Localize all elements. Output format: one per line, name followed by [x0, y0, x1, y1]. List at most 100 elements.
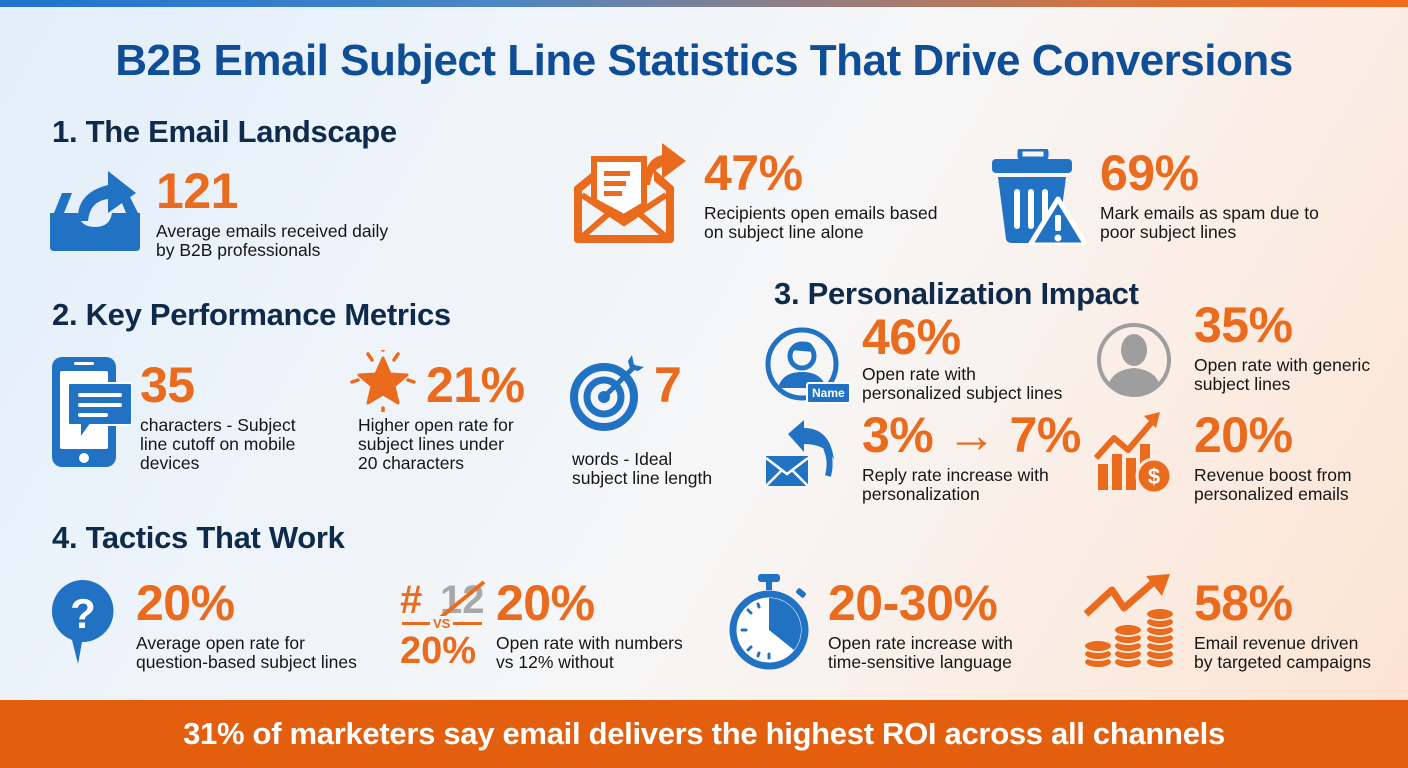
stat-value: 20%: [496, 575, 595, 631]
desc-line: Average open rate for: [136, 633, 305, 653]
desc-line: 20 characters: [358, 453, 465, 473]
desc-line: line cutoff on mobile: [140, 434, 296, 454]
stat-generic-open: 35% Open rate with generic subject lines: [1194, 300, 1370, 394]
stat-description: Higher open rate for subject lines under…: [358, 416, 525, 473]
svg-text:?: ?: [70, 590, 96, 637]
stat-emails-received: 121 Average emails received daily by B2B…: [156, 166, 388, 260]
target-arrow-icon: [570, 355, 644, 431]
stat-value: 47%: [704, 145, 803, 201]
stat-value: 58%: [1194, 575, 1293, 631]
section-title-personalization: 3. Personalization Impact: [774, 276, 1139, 311]
coins-growth-icon: [1083, 574, 1175, 669]
top-gradient-bar: [0, 0, 1408, 7]
revenue-chart-dollar-icon: $: [1094, 412, 1173, 494]
desc-line: personalized emails: [1194, 484, 1349, 504]
stat-numbers-open: 20% Open rate with numbers vs 12% withou…: [496, 578, 683, 672]
stat-value: 7: [654, 357, 682, 413]
stat-time-sensitive: 20-30% Open rate increase with time-sens…: [828, 578, 1013, 672]
desc-line: subject lines under: [358, 434, 504, 454]
footer-banner: 31% of marketers say email delivers the …: [0, 700, 1408, 768]
stat-value: 20%: [136, 575, 235, 631]
open-envelope-forward-icon: [574, 143, 686, 243]
stat-description: words - Ideal subject line length: [572, 450, 712, 488]
desc-line: Recipients open emails based: [704, 203, 938, 223]
stat-mobile-cutoff: 35 characters - Subject line cutoff on m…: [140, 360, 296, 473]
stat-description: Reply rate increase with personalization: [862, 466, 1081, 504]
stat-description: Open rate with personalized subject line…: [862, 365, 1062, 403]
stat-value: 20%: [1194, 407, 1293, 463]
desc-line: characters - Subject: [140, 415, 296, 435]
desc-line: subject lines: [1194, 374, 1291, 394]
desc-line: by targeted campaigns: [1194, 652, 1372, 672]
stat-value: 35: [140, 357, 195, 413]
strike-through-line: [438, 580, 486, 620]
section-title-landscape: 1. The Email Landscape: [52, 114, 397, 149]
desc-line: Higher open rate for: [358, 415, 514, 435]
stat-personalized-open: 46% Open rate with personalized subject …: [862, 312, 1062, 403]
desc-line: poor subject lines: [1100, 222, 1237, 242]
stat-value: 46%: [862, 309, 961, 365]
desc-line: words - Ideal: [572, 449, 673, 469]
desc-line: Open rate increase with: [828, 633, 1013, 653]
desc-line: personalized subject lines: [862, 383, 1063, 403]
question-bubble-icon: ?: [51, 579, 114, 664]
desc-line: time-sensitive language: [828, 652, 1012, 672]
new-number: 20%: [400, 630, 477, 672]
hash-symbol: #: [400, 578, 423, 622]
user-name-tag-icon: Name: [764, 326, 851, 404]
svg-text:$: $: [1148, 464, 1160, 489]
stat-description: Open rate with generic subject lines: [1194, 356, 1370, 394]
desc-line: Reply rate increase with: [862, 465, 1049, 485]
stat-value: 121: [156, 163, 238, 219]
desc-line: personalization: [862, 484, 980, 504]
vs-label: VS: [430, 616, 454, 631]
stopwatch-icon: [729, 574, 809, 670]
desc-line: Mark emails as spam due to: [1100, 203, 1319, 223]
desc-line: subject line length: [572, 468, 713, 488]
stat-description: Email revenue driven by targeted campaig…: [1194, 634, 1371, 672]
stat-value: 20-30%: [828, 575, 998, 631]
numbers-vs-icon: # 12 VS 20%: [400, 578, 490, 672]
page-title: B2B Email Subject Line Statistics That D…: [115, 36, 1293, 85]
stat-spam: 69% Mark emails as spam due to poor subj…: [1100, 148, 1319, 242]
stat-description: Recipients open emails based on subject …: [704, 204, 937, 242]
desc-line: Average emails received daily: [156, 221, 389, 241]
desc-line: by B2B professionals: [156, 240, 321, 260]
trash-warning-icon: [992, 149, 1086, 245]
stat-description: Revenue boost from personalized emails: [1194, 466, 1352, 504]
stat-revenue-boost: 20% Revenue boost from personalized emai…: [1194, 410, 1352, 504]
inbox-share-icon: [50, 171, 140, 251]
desc-line: devices: [140, 453, 200, 473]
desc-line: Open rate with: [862, 364, 976, 384]
generic-user-icon: [1097, 323, 1171, 397]
section-title-metrics: 2. Key Performance Metrics: [52, 297, 451, 332]
stat-open-subject: 47% Recipients open emails based on subj…: [704, 148, 937, 242]
stat-ideal-length: 7 words - Ideal subject line length: [572, 360, 712, 488]
stat-description: characters - Subject line cutoff on mobi…: [140, 416, 296, 473]
stat-value: 69%: [1100, 145, 1199, 201]
desc-line: vs 12% without: [496, 652, 614, 672]
stat-description: Open rate increase with time-sensitive l…: [828, 634, 1013, 672]
stat-question-open: 20% Average open rate for question-based…: [136, 578, 357, 672]
stat-description: Average open rate for question-based sub…: [136, 634, 357, 672]
stat-value: 21%: [426, 357, 525, 413]
stat-reply-rate: 3% → 7% Reply rate increase with persona…: [862, 410, 1081, 504]
desc-line: question-based subject lines: [136, 652, 357, 672]
section-title-tactics: 4. Tactics That Work: [52, 520, 345, 555]
desc-line: Open rate with numbers: [496, 633, 683, 653]
desc-line: on subject line alone: [704, 222, 864, 242]
stat-value: 35%: [1194, 297, 1293, 353]
desc-line: Open rate with generic: [1194, 355, 1371, 375]
stat-description: Open rate with numbers vs 12% without: [496, 634, 683, 672]
stat-targeted-revenue: 58% Email revenue driven by targeted cam…: [1194, 578, 1371, 672]
stat-description: Average emails received daily by B2B pro…: [156, 222, 388, 260]
name-tag-label: Name: [806, 382, 851, 404]
footer-text: 31% of marketers say email delivers the …: [183, 716, 1225, 751]
desc-line: Revenue boost from: [1194, 465, 1352, 485]
stat-value: 3% → 7%: [862, 407, 1081, 463]
desc-line: Email revenue driven: [1194, 633, 1359, 653]
envelope-reply-icon: [765, 420, 834, 487]
star-burst-icon: [350, 350, 416, 412]
stat-description: Mark emails as spam due to poor subject …: [1100, 204, 1319, 242]
mobile-chat-icon: [52, 357, 132, 467]
